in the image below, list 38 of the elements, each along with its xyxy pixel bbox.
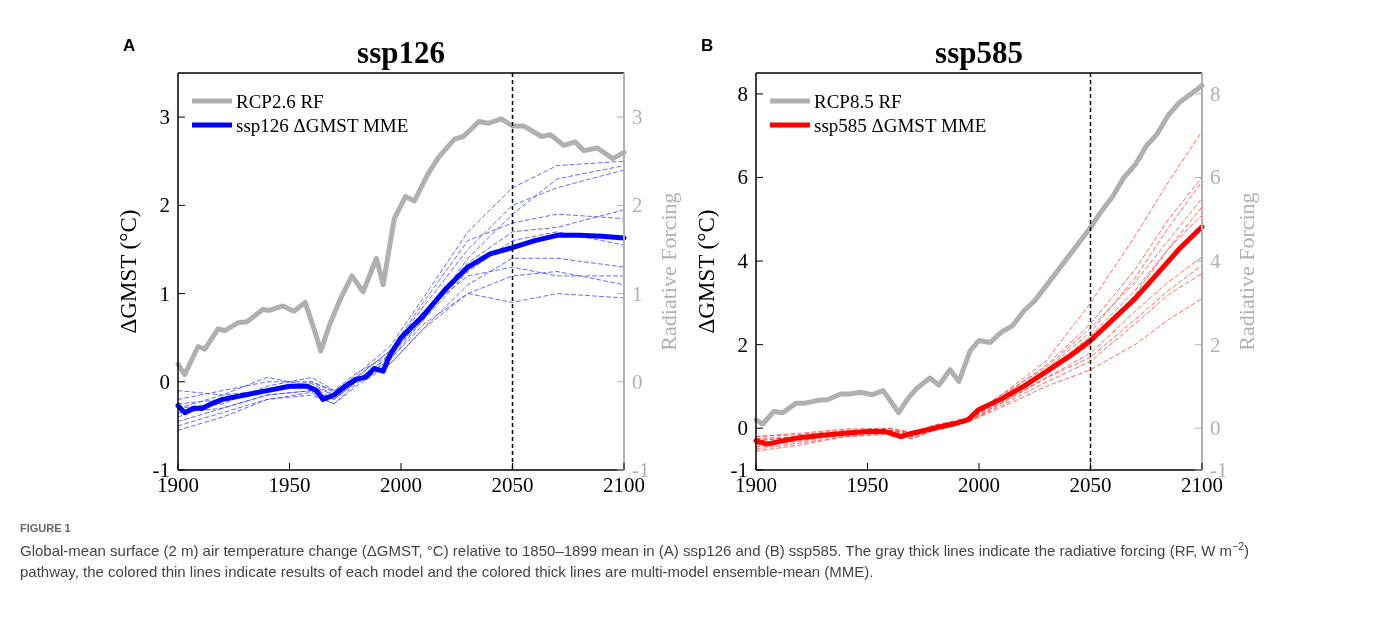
y-tick-label: 1 [159, 281, 170, 306]
legend-label: ssp585 ΔGMST MME [814, 115, 987, 136]
x-tick-label: 1950 [846, 473, 889, 497]
legend-label: ssp126 ΔGMST MME [236, 115, 409, 136]
y-tick-label: 0 [737, 416, 748, 441]
y-tick-label: 2 [737, 332, 748, 357]
x-tick-label: 2050 [1069, 473, 1112, 497]
legend-label: RCP2.6 RF [236, 91, 324, 112]
y-tick-label: 4 [737, 249, 749, 274]
y2-tick-label: 2 [1210, 332, 1221, 357]
chart-title: ssp585 [935, 35, 1023, 70]
y2-tick-label: 1 [632, 281, 643, 306]
y-axis-title: ΔGMST (°C) [694, 209, 719, 334]
text: B [701, 36, 714, 55]
y-tick-label: 0 [159, 369, 170, 394]
chart-title: ssp126 [357, 35, 445, 70]
y2-tick-label: 4 [1210, 249, 1221, 274]
x-tick-label: 2050 [491, 473, 534, 497]
x-tick-label: 2000 [380, 473, 422, 497]
y-tick-label: 8 [737, 81, 748, 106]
y-axis-title: ΔGMST (°C) [116, 209, 141, 334]
y2-tick-label: 0 [632, 369, 643, 394]
y2-axis-title: Radiative Forcing [1234, 192, 1259, 351]
x-tick-label: 2000 [958, 473, 1000, 497]
y2-tick-label: 6 [1210, 165, 1221, 190]
y-tick-label: 2 [159, 193, 170, 218]
y2-tick-label: 2 [632, 193, 643, 218]
legend-label: RCP8.5 RF [814, 91, 902, 112]
text: A [123, 36, 136, 55]
y2-tick-label: 8 [1210, 81, 1221, 106]
text: Global-mean surface (2 m) air temperature change (ΔGMST, °C) relative to 1850–1899 mean in (A) ssp126 and (B) ssp585. The gray thick lines indicate the radiative forcing (RF, W m$^{−2}$) pathway, the colored thin lines indicate results of each model and the colored thick lines are multi-model ensemble-mean (MME). [20, 540, 1250, 580]
y2-axis-title: Radiative Forcing [656, 192, 681, 351]
y-tick-label: 3 [159, 105, 170, 130]
x-tick-label: 1950 [268, 473, 311, 497]
caption: FIGURE 1 [20, 522, 71, 534]
y2-tick-label: 0 [1210, 416, 1221, 441]
y-tick-label: 6 [737, 165, 748, 190]
y2-tick-label: 3 [632, 105, 643, 130]
